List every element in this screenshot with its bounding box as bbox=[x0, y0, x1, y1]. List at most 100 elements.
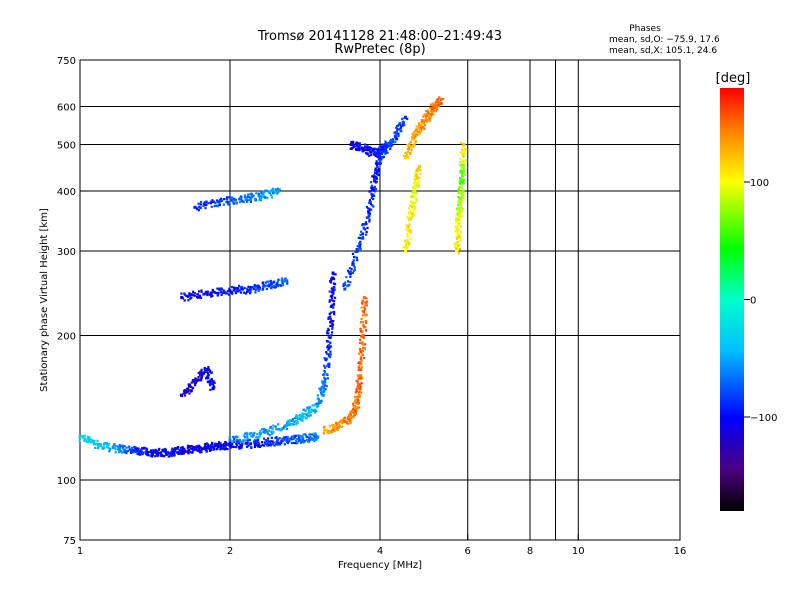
data-point bbox=[429, 116, 432, 119]
data-point bbox=[316, 403, 320, 406]
data-point bbox=[208, 369, 212, 372]
data-point bbox=[208, 381, 211, 384]
data-point bbox=[209, 444, 212, 447]
data-point bbox=[210, 377, 213, 381]
data-point bbox=[264, 442, 267, 446]
data-point bbox=[423, 113, 426, 116]
data-point bbox=[349, 421, 352, 424]
data-point bbox=[276, 443, 279, 446]
data-point bbox=[344, 281, 347, 284]
data-point bbox=[250, 435, 253, 438]
data-point bbox=[310, 437, 314, 440]
data-point bbox=[275, 284, 278, 287]
data-point bbox=[263, 428, 266, 431]
data-point bbox=[136, 452, 139, 456]
data-point bbox=[454, 226, 457, 229]
data-point bbox=[254, 291, 257, 294]
data-point bbox=[291, 436, 294, 439]
data-point bbox=[118, 450, 121, 453]
data-point bbox=[462, 155, 465, 159]
data-point bbox=[459, 171, 462, 174]
data-point bbox=[250, 193, 253, 196]
data-point bbox=[310, 408, 313, 411]
data-point bbox=[301, 419, 304, 422]
data-point bbox=[441, 97, 445, 101]
data-point bbox=[271, 189, 274, 192]
data-point bbox=[386, 151, 389, 154]
data-point bbox=[235, 287, 238, 290]
data-point bbox=[399, 125, 403, 128]
data-point bbox=[422, 119, 426, 123]
data-point bbox=[330, 278, 333, 281]
data-point bbox=[317, 399, 321, 402]
data-point bbox=[410, 204, 413, 207]
data-point bbox=[203, 368, 206, 371]
data-point bbox=[424, 119, 428, 122]
data-point bbox=[355, 406, 359, 409]
data-point bbox=[322, 384, 325, 387]
data-point bbox=[353, 406, 356, 409]
data-point bbox=[337, 426, 340, 430]
data-point bbox=[351, 263, 354, 266]
data-point bbox=[386, 146, 389, 149]
data-point bbox=[462, 170, 465, 173]
data-point bbox=[184, 391, 187, 394]
data-point bbox=[458, 243, 461, 246]
data-point bbox=[242, 439, 245, 442]
data-point bbox=[289, 437, 292, 440]
data-point bbox=[408, 242, 411, 245]
data-point bbox=[327, 327, 330, 330]
data-point bbox=[329, 320, 332, 324]
data-point bbox=[328, 290, 331, 293]
data-point bbox=[196, 296, 200, 299]
data-point bbox=[180, 446, 183, 449]
data-point bbox=[376, 172, 380, 176]
data-point bbox=[217, 441, 221, 444]
data-point bbox=[276, 280, 280, 283]
data-point bbox=[430, 113, 433, 116]
data-point bbox=[412, 134, 415, 137]
data-point bbox=[384, 140, 387, 143]
data-point bbox=[153, 450, 156, 453]
data-point bbox=[455, 237, 458, 240]
data-point bbox=[418, 132, 421, 135]
data-point bbox=[412, 196, 415, 199]
data-point bbox=[385, 149, 388, 153]
data-point bbox=[285, 279, 289, 283]
data-point bbox=[187, 449, 190, 452]
data-point bbox=[378, 151, 381, 155]
data-point bbox=[290, 441, 294, 445]
data-point bbox=[324, 388, 327, 391]
data-point bbox=[357, 385, 360, 389]
data-point bbox=[80, 434, 83, 437]
data-point bbox=[300, 440, 303, 443]
data-point bbox=[198, 206, 201, 209]
data-point bbox=[137, 447, 140, 450]
data-point bbox=[247, 196, 251, 199]
data-point bbox=[94, 446, 97, 449]
data-point bbox=[229, 440, 232, 443]
data-point bbox=[262, 437, 266, 440]
data-point bbox=[196, 449, 199, 452]
data-point bbox=[462, 165, 465, 168]
data-point bbox=[330, 319, 333, 322]
data-point bbox=[261, 190, 264, 193]
data-point bbox=[366, 210, 370, 213]
data-point bbox=[205, 200, 208, 203]
data-point bbox=[361, 342, 364, 346]
data-point bbox=[226, 442, 229, 445]
data-point bbox=[313, 437, 316, 440]
data-point bbox=[417, 130, 420, 133]
data-point bbox=[140, 451, 143, 454]
data-point bbox=[364, 326, 367, 329]
data-point bbox=[232, 286, 236, 289]
data-point bbox=[394, 141, 397, 144]
data-point bbox=[151, 453, 154, 456]
data-point bbox=[290, 438, 293, 441]
data-point bbox=[320, 400, 323, 403]
data-point bbox=[457, 200, 460, 203]
data-point bbox=[280, 279, 283, 282]
data-point bbox=[193, 447, 196, 450]
data-point bbox=[353, 266, 356, 269]
data-point bbox=[228, 436, 231, 439]
